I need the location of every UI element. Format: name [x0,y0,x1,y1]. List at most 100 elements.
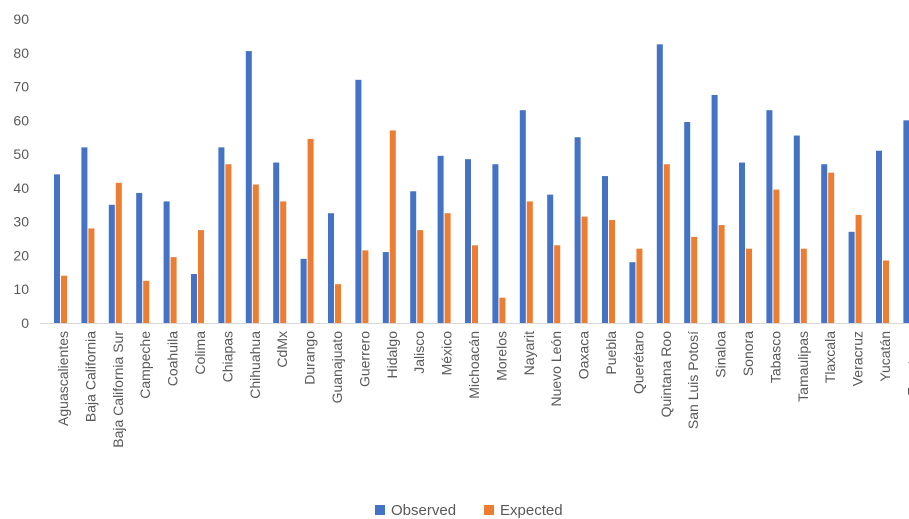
bar-observed [629,262,636,323]
y-tick-label: 10 [13,281,29,297]
bar-expected [691,236,698,323]
bar-observed [684,122,691,324]
bar-observed [821,164,828,323]
y-axis-ticks: 0 10 20 30 40 50 60 70 80 90 [13,11,29,331]
x-tick-label: Quintana Roo [658,331,674,418]
x-tick-label: Yucatán [877,331,893,382]
bar-observed [739,162,745,323]
x-tick-label: Oaxaca [576,331,592,379]
bar-expected [828,172,835,323]
bar-observed [793,135,800,323]
x-tick-label: Puebla [603,331,619,375]
x-tick-label: Tabasco [767,331,783,383]
bar-observed [136,192,143,323]
x-tick-label: Guerrero [356,331,372,387]
legend-swatch-observed [375,505,385,515]
bar-observed [81,147,88,323]
bar-expected [581,216,588,323]
x-tick-label: CdMx [274,331,290,368]
y-tick-label: 50 [13,146,29,162]
y-tick-label: 30 [13,214,29,230]
bar-expected [554,245,561,323]
x-tick-label: Aguascalientes [55,331,71,426]
bar-expected [389,130,396,323]
x-tick-label: Morelos [493,331,509,381]
bars [54,44,909,324]
bar-observed [574,137,581,323]
bar-expected [280,201,287,323]
bar-expected [883,260,889,323]
bar-observed [355,79,362,323]
bar-observed [519,110,526,323]
bar-observed [300,258,307,323]
x-tick-label: Querétaro [630,331,646,394]
y-tick-label: 20 [13,247,29,263]
bar-expected [746,248,752,323]
y-tick-label: 60 [13,112,29,128]
x-tick-label: Campeche [137,331,153,399]
bar-expected [362,250,369,323]
x-axis-ticks: Aguascalientes Baja California Baja Califo… [55,331,909,448]
legend-swatch-expected [484,505,494,515]
x-tick-label: Chiapas [219,331,235,382]
y-tick-label: 80 [13,45,29,61]
bar-observed [903,120,909,323]
bar-expected [115,182,122,323]
y-tick-label: 90 [13,11,29,27]
bar-expected [773,189,780,323]
x-tick-label: Durango [302,331,318,385]
bar-expected [526,201,533,323]
bar-expected [143,280,150,323]
bar-observed [876,150,882,323]
x-tick-label: Sonora [740,331,756,376]
x-tick-label: Nayarit [521,331,537,375]
legend: Observed Expected [375,502,563,519]
bar-observed [245,51,252,323]
bar-observed [766,110,773,323]
bar-expected [61,275,67,323]
bar-observed [108,204,115,323]
bar-observed [382,252,389,323]
bar-expected [307,138,314,323]
x-tick-label: Nuevo León [548,331,564,407]
y-tick-label: 40 [13,180,29,196]
x-tick-label: Tlaxcala [822,331,838,383]
x-tick-label: Michoacán [466,331,482,399]
bar-observed [465,159,471,323]
bar-observed [492,164,499,323]
x-tick-label: Baja California [82,331,98,422]
bar-expected [636,248,643,323]
bar-observed [163,201,170,323]
bar-expected [170,257,177,323]
bar-observed [547,194,554,323]
bar-expected [609,219,615,323]
bar-observed [191,274,197,323]
x-tick-label: Chihuahua [247,331,263,399]
x-tick-label: Colima [192,331,208,375]
bar-observed [218,147,225,323]
bar-expected [718,225,725,323]
bar-expected [444,213,451,323]
bar-expected [417,230,424,323]
x-tick-label: Sinaloa [713,331,729,378]
bar-observed [656,44,663,323]
bar-observed [711,95,718,323]
bar-expected [855,214,862,323]
bar-observed [602,176,608,323]
y-tick-label: 0 [21,315,29,331]
x-tick-label: Guanajuato [329,331,345,404]
bar-observed [273,162,280,323]
x-tick-label: Baja California Sur [110,331,126,448]
legend-label-expected: Expected [500,502,563,519]
x-tick-label: Veracruz [850,331,866,386]
x-tick-label: Tamaulipas [795,331,811,402]
x-tick-label: Zacatecas [904,331,909,396]
bar-observed [328,213,334,323]
x-tick-label: Jalisco [411,331,427,374]
bar-expected [663,164,670,323]
x-tick-label: San Luis Potosí [685,331,701,429]
x-tick-label: Coahuila [165,331,181,386]
bar-expected [198,230,204,323]
bar-expected [88,228,95,323]
